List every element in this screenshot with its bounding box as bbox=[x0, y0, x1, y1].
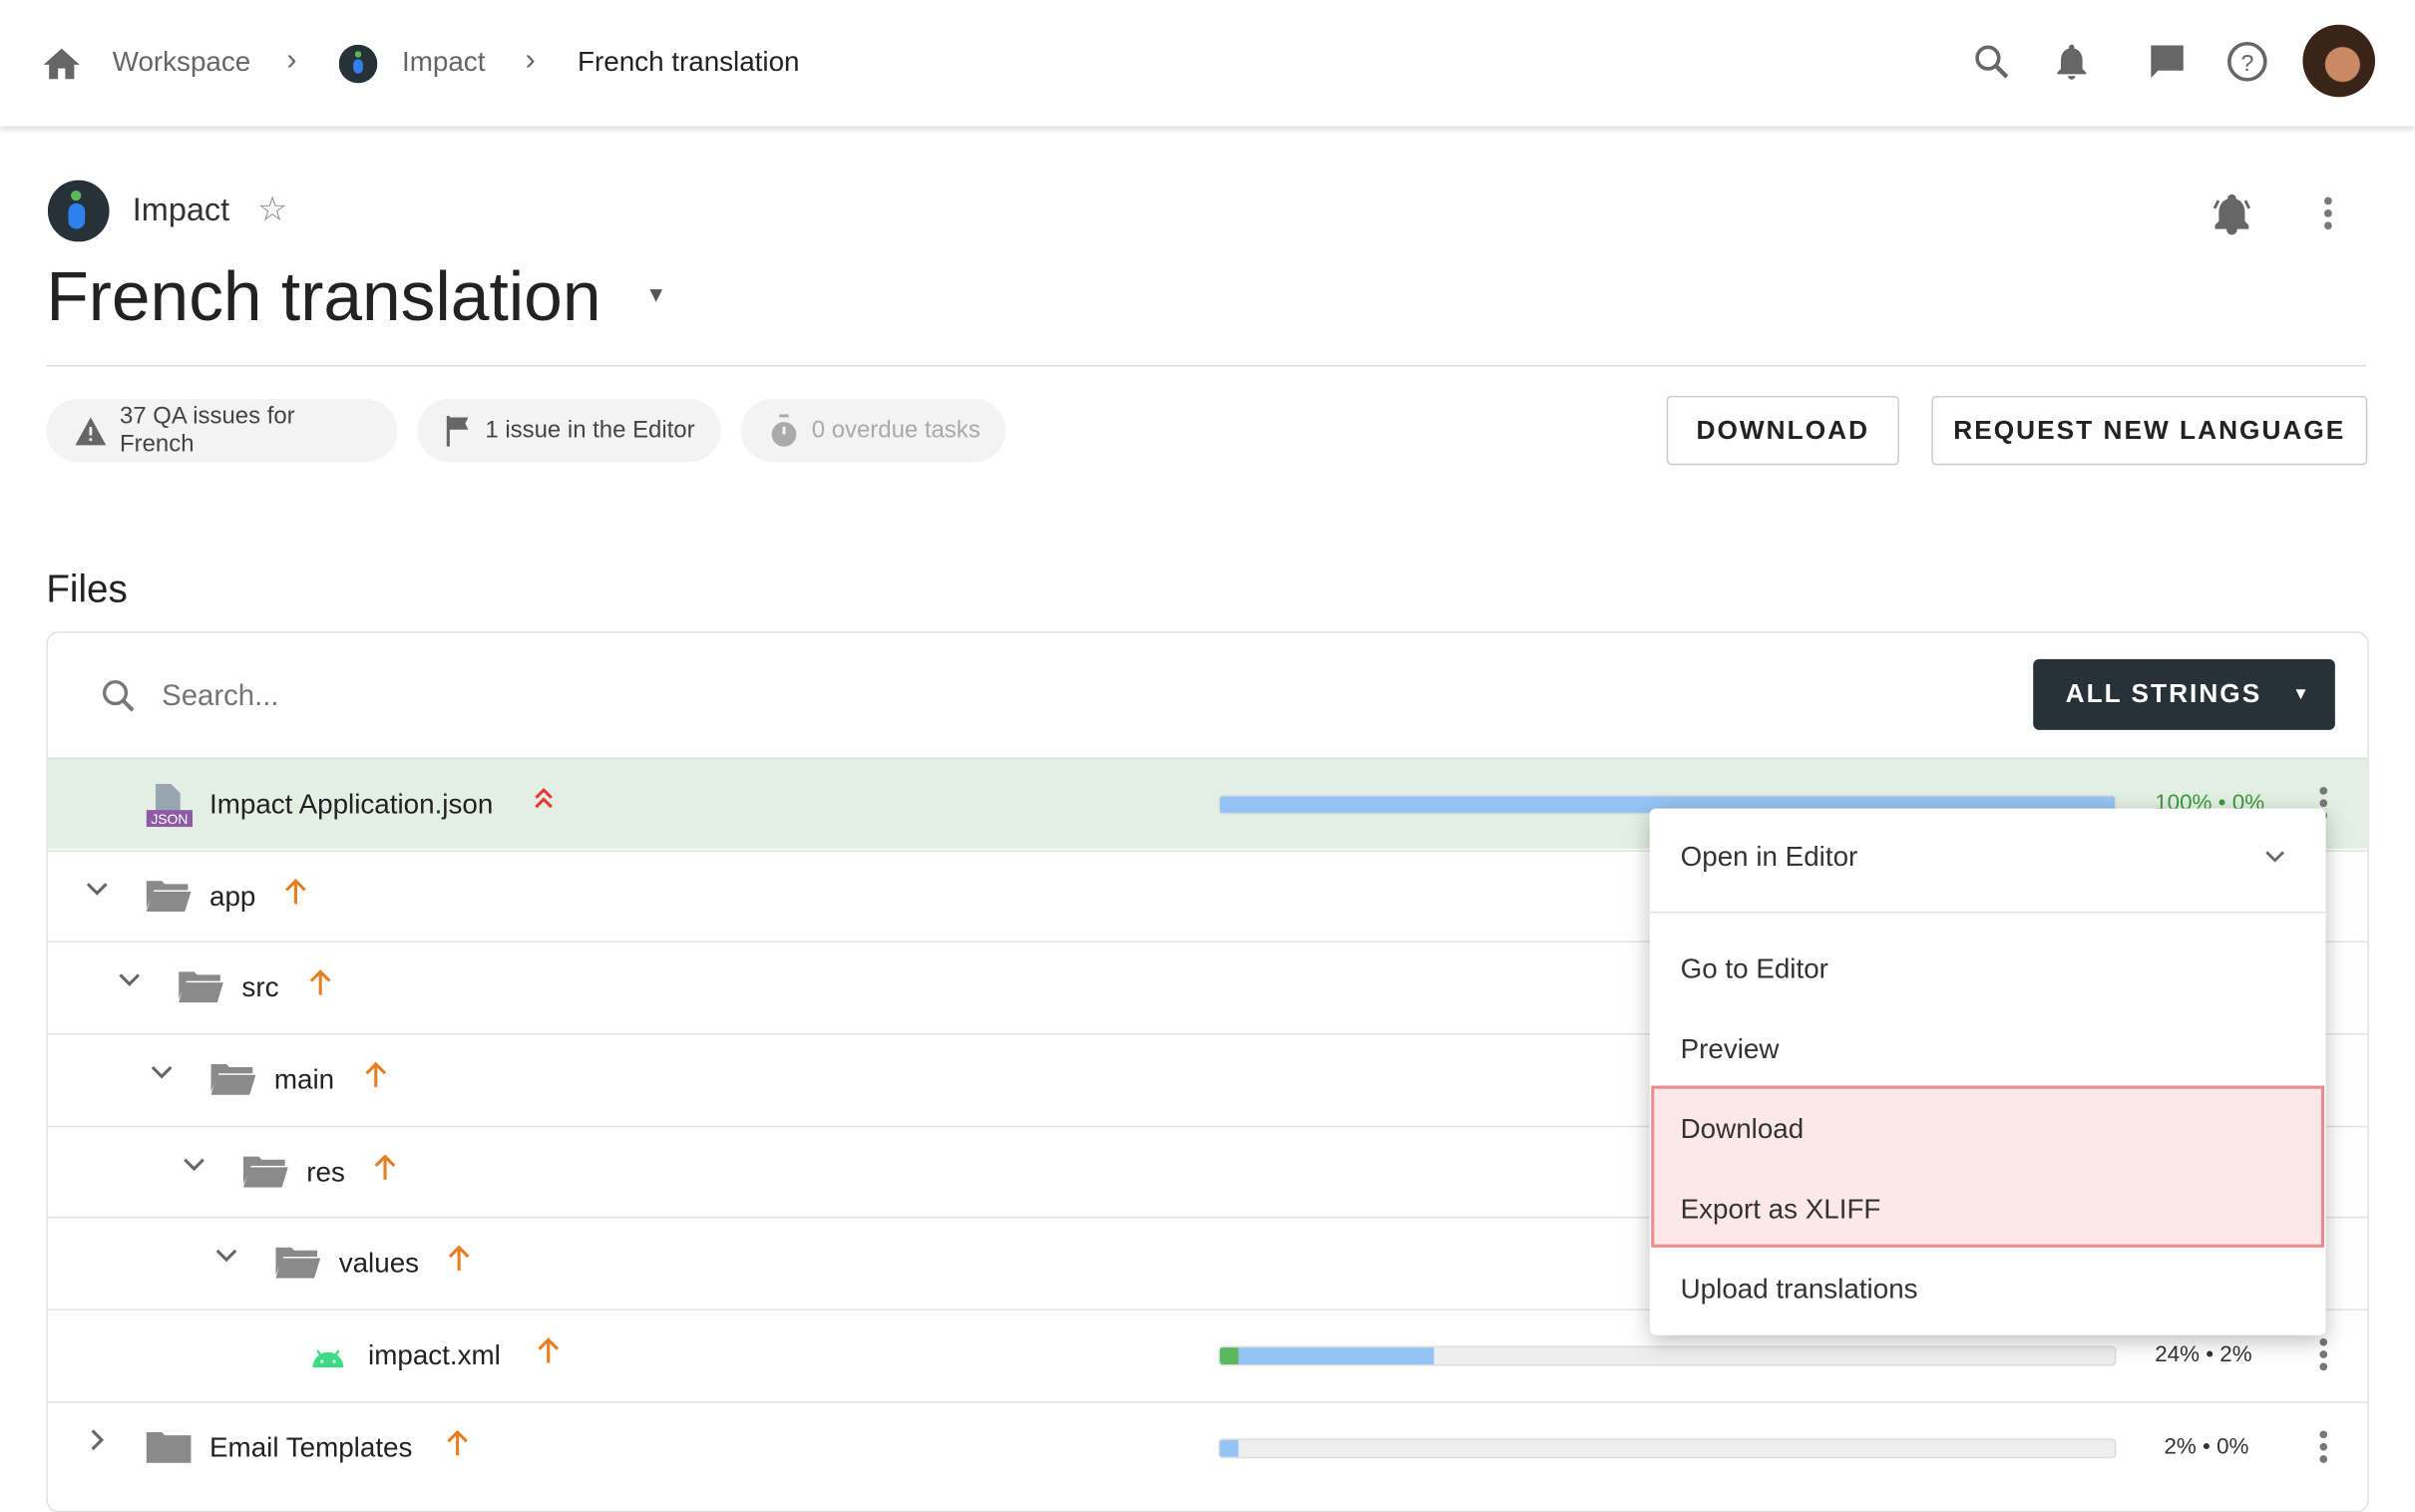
project-name[interactable]: Impact bbox=[132, 192, 230, 228]
folder-open-icon bbox=[242, 1156, 288, 1188]
chevron-down-icon[interactable] bbox=[82, 874, 113, 905]
folder-row-src[interactable]: src bbox=[47, 941, 2368, 1031]
menu-item-export-xliff[interactable]: Export as XLIFF bbox=[1680, 1193, 1881, 1225]
chevron-right-icon[interactable] bbox=[82, 1424, 113, 1455]
row-menu-icon[interactable] bbox=[2315, 1337, 2330, 1375]
folder-name[interactable]: src bbox=[241, 971, 279, 1003]
top-bar: Workspace › Impact › French translation … bbox=[0, 0, 2415, 127]
file-name[interactable]: Impact Application.json bbox=[208, 788, 494, 820]
folder-open-icon bbox=[146, 881, 192, 913]
qa-issues-label: 37 QA issues for French bbox=[120, 402, 295, 457]
row-menu-icon[interactable] bbox=[2315, 1430, 2330, 1467]
download-button[interactable]: DOWNLOAD bbox=[1666, 395, 1899, 466]
breadcrumb-current: French translation bbox=[578, 46, 800, 78]
chevron-down-icon[interactable] bbox=[211, 1240, 242, 1271]
progress-bar bbox=[1218, 1438, 2117, 1459]
file-row-impact-xml[interactable]: impact.xml 24% • 2% bbox=[47, 1309, 2368, 1399]
filter-label: ALL STRINGS bbox=[2065, 678, 2262, 709]
progress-label: 2% • 0% bbox=[2164, 1435, 2249, 1460]
editor-issues-label: 1 issue in the Editor bbox=[485, 416, 695, 443]
flag-icon bbox=[446, 415, 469, 447]
folder-name[interactable]: app bbox=[208, 881, 256, 913]
notification-settings-icon[interactable] bbox=[2209, 190, 2254, 236]
translated-fill bbox=[1219, 1347, 1435, 1365]
files-search-input[interactable] bbox=[159, 672, 1089, 723]
arrow-up-icon bbox=[374, 1154, 396, 1180]
project-logo-icon bbox=[47, 180, 110, 242]
chevron-right-icon: › bbox=[525, 43, 536, 78]
translated-fill bbox=[1219, 1439, 1238, 1457]
arrow-up-icon bbox=[538, 1337, 560, 1363]
menu-item-go-to-editor[interactable]: Go to Editor bbox=[1680, 952, 1828, 984]
file-name[interactable]: impact.xml bbox=[368, 1339, 501, 1371]
progress-label: 24% • 2% bbox=[2155, 1342, 2252, 1368]
bell-icon[interactable] bbox=[2050, 40, 2093, 83]
folder-name[interactable]: values bbox=[338, 1247, 420, 1279]
chevron-down-icon[interactable] bbox=[114, 964, 145, 995]
folder-open-icon bbox=[275, 1247, 321, 1279]
chevron-down-icon[interactable] bbox=[147, 1056, 178, 1087]
svg-text:JSON: JSON bbox=[151, 811, 188, 827]
menu-divider bbox=[1649, 912, 2326, 914]
folder-name[interactable]: main bbox=[273, 1063, 335, 1095]
menu-item-upload-translations[interactable]: Upload translations bbox=[1680, 1273, 1918, 1305]
files-panel: ALL STRINGS ▼ JSON Impact Application.js… bbox=[46, 631, 2369, 1512]
more-options-icon[interactable] bbox=[2319, 196, 2334, 234]
search-icon[interactable] bbox=[1970, 40, 2013, 83]
arrow-up-icon bbox=[285, 879, 306, 905]
progress-bar bbox=[1218, 1345, 2117, 1366]
arrow-up-icon bbox=[447, 1429, 468, 1456]
folder-name[interactable]: Email Templates bbox=[208, 1432, 413, 1463]
help-icon[interactable]: ? bbox=[2225, 40, 2268, 83]
star-icon[interactable]: ☆ bbox=[256, 189, 288, 228]
breadcrumb-workspace[interactable]: Workspace bbox=[112, 46, 251, 78]
request-new-language-button[interactable]: REQUEST NEW LANGUAGE bbox=[1931, 395, 2368, 466]
chevron-down-icon[interactable] bbox=[179, 1149, 209, 1180]
folder-row-app[interactable]: app bbox=[47, 850, 2368, 941]
chevron-right-icon: › bbox=[286, 43, 297, 78]
home-icon[interactable] bbox=[40, 43, 83, 86]
approved-fill bbox=[1219, 1347, 1238, 1365]
folder-open-icon bbox=[210, 1063, 256, 1095]
search-icon bbox=[103, 680, 135, 712]
arrow-up-icon bbox=[448, 1245, 470, 1271]
highlighted-menu-group bbox=[1651, 1085, 2325, 1248]
folder-open-icon bbox=[179, 971, 223, 1003]
folder-row-values[interactable]: values bbox=[47, 1216, 2368, 1308]
overdue-tasks-label: 0 overdue tasks bbox=[811, 416, 981, 443]
language-dropdown-icon[interactable]: ▼ bbox=[644, 281, 667, 307]
folder-row-main[interactable]: main bbox=[47, 1033, 2368, 1124]
breadcrumb-impact[interactable]: Impact bbox=[402, 46, 486, 78]
stopwatch-icon bbox=[771, 413, 797, 447]
all-strings-filter-button[interactable]: ALL STRINGS ▼ bbox=[2033, 658, 2335, 730]
folder-row-res[interactable]: res bbox=[47, 1125, 2368, 1217]
impact-logo-icon bbox=[338, 44, 378, 84]
svg-text:?: ? bbox=[2240, 50, 2253, 76]
editor-issues-chip[interactable]: 1 issue in the Editor bbox=[417, 398, 721, 463]
qa-issues-chip[interactable]: 37 QA issues for French bbox=[46, 398, 398, 463]
messages-icon[interactable] bbox=[2146, 40, 2189, 83]
open-in-editor-select[interactable]: Open in Editor bbox=[1680, 841, 1858, 872]
arrow-up-icon bbox=[365, 1061, 387, 1088]
folder-name[interactable]: res bbox=[306, 1156, 345, 1188]
overdue-tasks-chip[interactable]: 0 overdue tasks bbox=[740, 398, 1006, 463]
high-priority-icon bbox=[535, 787, 553, 809]
folder-closed-icon bbox=[146, 1432, 192, 1463]
json-file-icon: JSON bbox=[146, 783, 194, 828]
menu-item-download[interactable]: Download bbox=[1680, 1113, 1805, 1145]
files-heading: Files bbox=[46, 567, 128, 612]
menu-item-preview[interactable]: Preview bbox=[1680, 1033, 1780, 1064]
arrow-up-icon bbox=[309, 969, 331, 995]
caret-down-icon: ▼ bbox=[2292, 685, 2311, 704]
divider bbox=[46, 364, 2366, 367]
chevron-down-icon[interactable] bbox=[2261, 843, 2289, 871]
page-title: French translation bbox=[46, 256, 602, 336]
warning-icon bbox=[75, 416, 107, 445]
android-icon bbox=[312, 1349, 344, 1368]
folder-row-email-templates[interactable]: Email Templates 2% • 0% bbox=[47, 1401, 2368, 1492]
file-context-menu: Open in Editor Go to Editor Preview Down… bbox=[1649, 808, 2326, 1335]
user-avatar[interactable] bbox=[2302, 24, 2376, 98]
